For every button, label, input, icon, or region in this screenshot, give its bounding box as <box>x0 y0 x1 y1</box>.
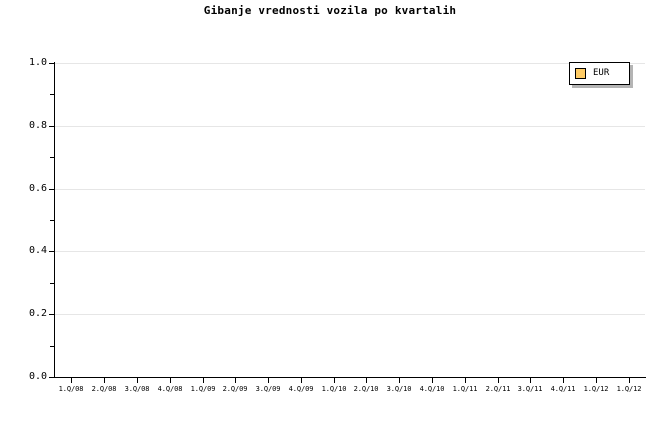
y-axis-tick <box>49 377 54 378</box>
gridline <box>55 251 645 252</box>
x-axis-tick <box>498 378 499 383</box>
x-axis-tick-label: 1.Q/09 <box>190 385 216 393</box>
x-axis-tick <box>366 378 367 383</box>
y-axis-tick <box>49 314 54 315</box>
x-axis-tick-label: 3.Q/10 <box>386 385 412 393</box>
x-axis-tick <box>71 378 72 383</box>
x-axis-tick <box>104 378 105 383</box>
x-axis-tick <box>203 378 204 383</box>
x-axis-tick <box>432 378 433 383</box>
y-axis: 0.0 0.2 0.4 0.6 0.8 1.0 <box>0 0 54 440</box>
y-axis-tick-label: 0.4 <box>28 245 47 256</box>
y-axis-minor-tick <box>50 157 54 158</box>
x-axis-tick <box>235 378 236 383</box>
y-axis-line <box>54 62 55 378</box>
gridline <box>55 63 645 64</box>
x-axis-tick-label: 4.Q/10 <box>419 385 445 393</box>
y-axis-tick-label: 0.0 <box>28 371 47 382</box>
x-axis-tick-label: 2.Q/11 <box>485 385 511 393</box>
y-axis-tick-label: 0.6 <box>28 183 47 194</box>
y-axis-minor-tick <box>50 94 54 95</box>
x-axis-tick <box>596 378 597 383</box>
x-axis-tick <box>399 378 400 383</box>
x-axis-tick <box>268 378 269 383</box>
x-axis-tick-label: 2.Q/09 <box>222 385 248 393</box>
x-axis-tick <box>629 378 630 383</box>
plot-area <box>55 63 645 377</box>
x-axis-tick <box>301 378 302 383</box>
x-axis-tick <box>530 378 531 383</box>
y-axis-minor-tick <box>50 283 54 284</box>
x-axis-tick <box>563 378 564 383</box>
gridline <box>55 314 645 315</box>
legend-color-swatch-icon <box>575 68 586 79</box>
x-axis-tick <box>465 378 466 383</box>
y-axis-tick <box>49 63 54 64</box>
y-axis-minor-tick <box>50 220 54 221</box>
x-axis-tick-label: 1.Q/10 <box>321 385 347 393</box>
y-axis-tick <box>49 126 54 127</box>
gridline <box>55 189 645 190</box>
x-axis-tick-label: 4.Q/11 <box>550 385 576 393</box>
x-axis-tick-label: 3.Q/11 <box>517 385 543 393</box>
gridline <box>55 126 645 127</box>
legend-entry-eur[interactable]: EUR <box>570 63 629 84</box>
x-axis-tick-label: 3.Q/08 <box>124 385 150 393</box>
x-axis-tick-label: 1.Q/11 <box>452 385 478 393</box>
x-axis-tick-label: 4.Q/08 <box>157 385 183 393</box>
y-axis-tick-label: 0.8 <box>28 120 47 131</box>
x-axis-tick <box>170 378 171 383</box>
y-axis-tick <box>49 251 54 252</box>
x-axis-tick-label: 3.Q/09 <box>255 385 281 393</box>
x-axis-tick <box>137 378 138 383</box>
legend-entry-label: EUR <box>593 68 610 78</box>
x-axis-tick-label: 2.Q/10 <box>353 385 379 393</box>
y-axis-tick-label: 1.0 <box>28 57 47 68</box>
x-axis-line <box>54 377 646 378</box>
chart-title: Gibanje vrednosti vozila po kvartalih <box>203 4 457 17</box>
y-axis-minor-tick <box>50 346 54 347</box>
x-axis-tick-label: 1.Q/12 <box>583 385 609 393</box>
x-axis-tick-label: 4.Q/09 <box>288 385 314 393</box>
x-axis-tick <box>334 378 335 383</box>
y-axis-tick-label: 0.2 <box>28 308 47 319</box>
legend-box[interactable]: EUR <box>569 62 630 85</box>
x-axis-tick-label: 2.Q/08 <box>91 385 117 393</box>
x-axis-tick-label: 1.Q/08 <box>58 385 84 393</box>
y-axis-tick <box>49 189 54 190</box>
x-axis-tick-label: 1.Q/12 <box>616 385 642 393</box>
